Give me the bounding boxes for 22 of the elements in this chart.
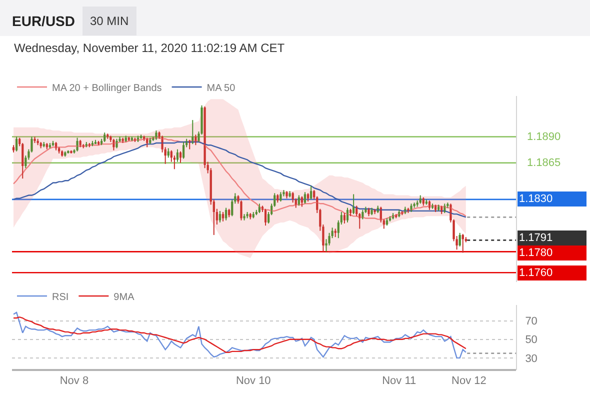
chart-title: EUR/USD xyxy=(12,12,76,29)
text: 30 MIN xyxy=(90,14,129,28)
ref-line-label: 1.1791 xyxy=(519,232,553,244)
line-series xyxy=(12,312,466,359)
chart-subtitle: Wednesday, November 11, 2020 11:02:19 AM CET xyxy=(14,41,286,55)
x-tick-label: Nov 10 xyxy=(236,375,271,388)
x-tick-label: Nov 11 xyxy=(382,375,416,388)
ref-line-label: 1.1865 xyxy=(527,157,561,169)
x-tick-label: Nov 8 xyxy=(60,375,89,388)
legend-label: MA 20 + Bollinger Bands xyxy=(52,82,162,94)
y-tick-label: 50 xyxy=(525,334,538,346)
ref-line-label: 1.1890 xyxy=(527,131,561,143)
ref-line-label: 1.1780 xyxy=(519,247,553,259)
y-tick-label: 30 xyxy=(525,352,538,365)
line-series xyxy=(12,316,466,353)
ref-line-label: 1.1830 xyxy=(519,193,553,205)
legend-label: MA 50 xyxy=(206,82,236,94)
y-tick-label: 70 xyxy=(525,316,538,328)
legend-label: RSI xyxy=(52,292,69,303)
legend-label: 9MA xyxy=(114,292,135,303)
ref-line-label: 1.1760 xyxy=(519,267,553,279)
x-tick-label: Nov 12 xyxy=(452,375,486,388)
